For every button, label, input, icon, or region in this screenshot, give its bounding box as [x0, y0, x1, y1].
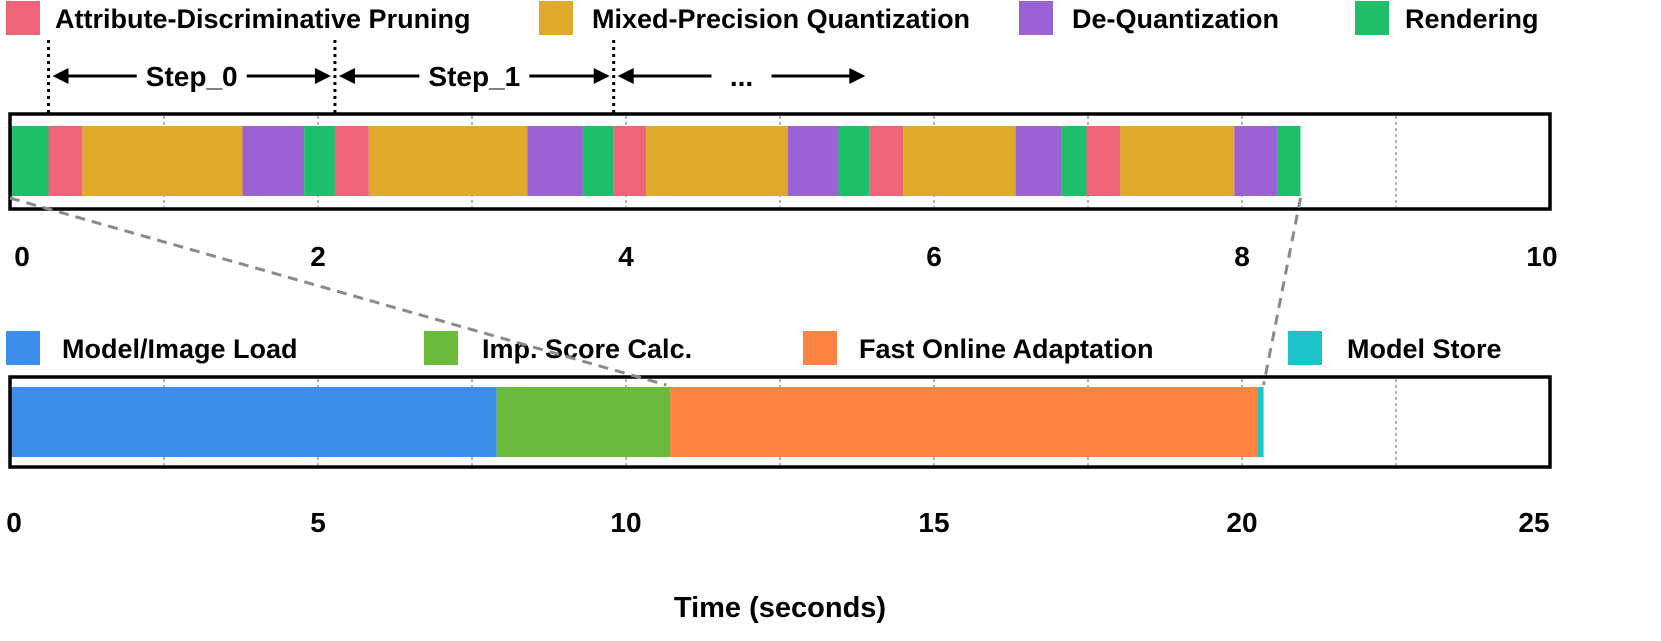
bottom-x-tick-label: 20: [1226, 507, 1257, 538]
legend-label-render: Rendering: [1405, 4, 1539, 34]
bottom-x-tick-label: 0: [6, 507, 22, 538]
step-arrow-left-head: [338, 68, 355, 84]
bottom-timeline-plot: 0 5 10 15 20 25: [6, 375, 1552, 538]
segment-store: [1257, 387, 1264, 457]
bottom-x-tick-label: 15: [918, 507, 949, 538]
top-x-tick-label: 10: [1526, 241, 1557, 272]
legend-label-pruning: Attribute-Discriminative Pruning: [55, 4, 471, 34]
x-axis-label: Time (seconds): [674, 592, 886, 624]
segment-render: [10, 126, 49, 196]
segment-render: [838, 126, 870, 196]
top-x-ticks: 0 2 4 6 8 10: [14, 241, 1557, 272]
legend-bottom: Model/Image Load Imp. Score Calc. Fast Onl…: [6, 331, 1502, 365]
legend-swatch-store: [1288, 331, 1322, 365]
segment-load: [10, 387, 497, 457]
top-x-tick-label: 0: [14, 241, 30, 272]
legend-top: Attribute-Discriminative Pruning Mixed-Pr…: [6, 1, 1539, 35]
bottom-x-tick-label: 10: [610, 507, 641, 538]
step-arrow-left-head: [52, 68, 69, 84]
bottom-x-tick-label: 25: [1518, 507, 1549, 538]
segment-dequant: [527, 126, 583, 196]
segment-dequant: [242, 126, 305, 196]
bottom-segments: [10, 387, 1264, 457]
segment-quant: [1120, 126, 1235, 196]
step-arrow-left-head: [617, 68, 634, 84]
zoom-line-left: [9, 196, 667, 387]
top-x-tick-label: 8: [1234, 241, 1250, 272]
segment-render: [304, 126, 335, 196]
segment-dequant: [787, 126, 839, 196]
top-segments: [10, 126, 1301, 196]
bottom-x-ticks: 0 5 10 15 20 25: [6, 507, 1549, 538]
legend-label-quant: Mixed-Precision Quantization: [592, 4, 970, 34]
top-x-tick-label: 4: [618, 241, 634, 272]
step-label: ...: [730, 61, 753, 92]
segment-pruning: [869, 126, 904, 196]
segment-render: [582, 126, 614, 196]
segment-quant: [368, 126, 528, 196]
step-label: Step_1: [428, 61, 520, 92]
top-plot-frame: [8, 112, 1552, 211]
top-timeline-plot: 0 2 4 6 8 10: [8, 112, 1558, 272]
legend-label-load: Model/Image Load: [62, 334, 298, 364]
legend-swatch-adapt: [803, 331, 837, 365]
segment-score: [496, 387, 671, 457]
legend-swatch-score: [424, 331, 458, 365]
zoom-connector-lines: [9, 196, 1302, 387]
step-label: Step_0: [146, 61, 238, 92]
segment-dequant: [1015, 126, 1062, 196]
segment-pruning: [334, 126, 369, 196]
bottom-plot-frame: [8, 375, 1552, 469]
step-arrow-right-head: [314, 68, 331, 84]
legend-swatch-dequant: [1019, 1, 1053, 35]
zoom-line-right: [1262, 197, 1302, 386]
legend-swatch-quant: [539, 1, 573, 35]
step-annotations: Step_0 Step_1...: [47, 40, 866, 114]
top-x-tick-label: 6: [926, 241, 942, 272]
segment-quant: [82, 126, 243, 196]
segment-render: [1277, 126, 1301, 196]
step-arrow-right-head: [849, 68, 866, 84]
legend-label-score: Imp. Score Calc.: [482, 334, 692, 364]
segment-adapt: [670, 387, 1258, 457]
legend-label-dequant: De-Quantization: [1072, 4, 1279, 34]
segment-pruning: [48, 126, 83, 196]
segment-pruning: [613, 126, 647, 196]
top-x-tick-label: 2: [310, 241, 326, 272]
legend-swatch-render: [1355, 1, 1389, 35]
legend-swatch-load: [6, 331, 40, 365]
segment-quant: [646, 126, 788, 196]
legend-swatch-pruning: [6, 1, 40, 35]
step-arrow-right-head: [593, 68, 610, 84]
legend-label-store: Model Store: [1347, 334, 1502, 364]
bottom-x-tick-label: 5: [310, 507, 326, 538]
legend-label-adapt: Fast Online Adaptation: [859, 334, 1154, 364]
segment-quant: [903, 126, 1016, 196]
segment-render: [1061, 126, 1087, 196]
segment-pruning: [1086, 126, 1121, 196]
segment-dequant: [1234, 126, 1278, 196]
